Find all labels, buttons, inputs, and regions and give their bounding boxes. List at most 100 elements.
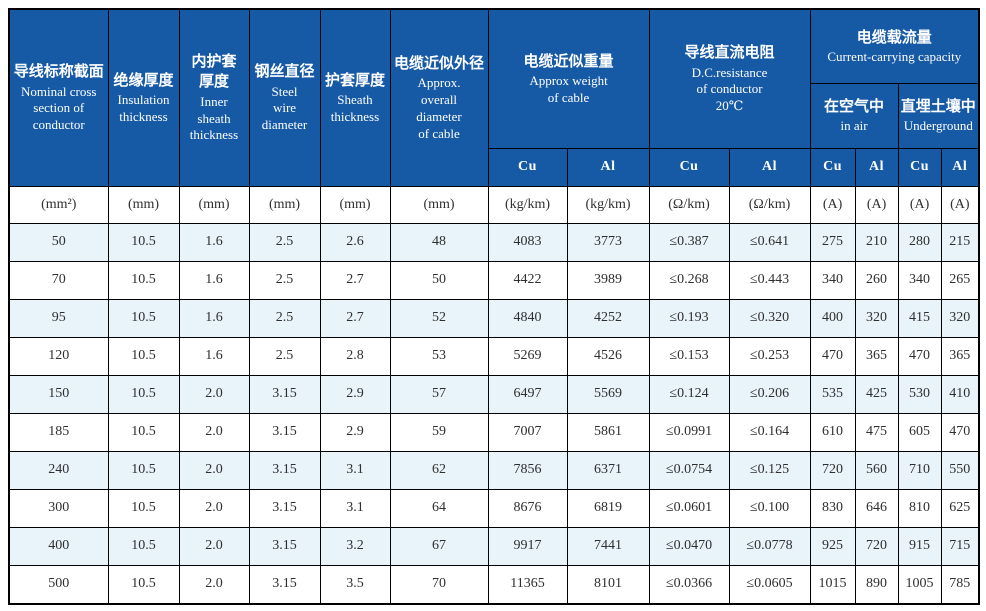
subgroup-header-underground: 直埋土壤中 Underground [897, 82, 980, 149]
data-cell: 120 [8, 336, 109, 376]
data-cell: 10.5 [107, 488, 180, 528]
data-cell: 210 [854, 222, 899, 262]
subgroup-underground-en: Underground [903, 118, 973, 134]
data-cell: 2.8 [319, 336, 391, 376]
data-cell: 340 [897, 260, 942, 300]
data-cell: 5861 [566, 412, 650, 452]
data-cell: 3.5 [319, 564, 391, 604]
data-cell: 3.1 [319, 450, 391, 490]
data-cell: 9917 [487, 526, 568, 566]
data-cell: 260 [854, 260, 899, 300]
data-cell: 10.5 [107, 222, 180, 262]
header-row-metals: Cu Al Cu Al Cu Al Cu Al [9, 147, 980, 187]
data-cell: 4252 [566, 298, 650, 338]
data-cell: 3773 [566, 222, 650, 262]
metal-header-resistance-cu: Cu [648, 147, 730, 187]
data-cell: ≤0.387 [648, 222, 730, 262]
data-cell: 6497 [487, 374, 568, 414]
unit-cell: (A) [940, 185, 980, 224]
data-cell: ≤0.153 [648, 336, 730, 376]
col-header-diameter-zh: 电缆近似外径 [393, 53, 484, 72]
data-cell: 240 [8, 450, 109, 490]
data-cell: 1015 [809, 564, 856, 604]
data-cell: 470 [809, 336, 856, 376]
data-cell: 53 [389, 336, 489, 376]
data-cell: 50 [8, 222, 109, 262]
data-cell: 2.5 [248, 222, 321, 262]
data-cell: 720 [854, 526, 899, 566]
data-cell: 2.5 [248, 298, 321, 338]
data-cell: 10.5 [107, 412, 180, 452]
data-cell: 64 [389, 488, 489, 528]
data-cell: 265 [940, 260, 980, 300]
data-cell: 425 [854, 374, 899, 414]
data-cell: ≤0.0754 [648, 450, 730, 490]
col-header-steel-wire-en: Steel wire diameter [261, 83, 308, 133]
table-row: 240 10.5 2.0 3.15 3.1 62 7856 6371 ≤0.0754 ≤0.125… [8, 450, 980, 490]
data-cell: 810 [897, 488, 942, 528]
data-cell: 11365 [487, 564, 568, 604]
subgroup-in-air-zh: 在空气中 [824, 96, 885, 115]
data-cell: 2.0 [178, 488, 250, 528]
data-cell: ≤0.0991 [648, 412, 730, 452]
col-header-nominal-zh: 导线标称截面 [13, 62, 104, 81]
table-row: 300 10.5 2.0 3.15 3.1 64 8676 6819 ≤0.0601 ≤0.100… [8, 488, 980, 528]
metal-header-underground-al: Al [940, 147, 980, 187]
unit-cell: (kg/km) [566, 185, 650, 224]
metal-header-air-cu: Cu [809, 147, 856, 187]
data-cell: 4840 [487, 298, 568, 338]
data-cell: 605 [897, 412, 942, 452]
unit-cell: (Ω/km) [648, 185, 730, 224]
data-cell: 3.15 [248, 526, 321, 566]
data-cell: 10.5 [107, 564, 180, 604]
data-cell: 400 [809, 298, 856, 338]
data-cell: 560 [854, 450, 899, 490]
data-cell: ≤0.253 [728, 336, 811, 376]
data-cell: ≤0.164 [728, 412, 811, 452]
data-cell: ≤0.0366 [648, 564, 730, 604]
data-cell: 1.6 [178, 336, 250, 376]
data-cell: 3.2 [319, 526, 391, 566]
col-header-sheath-zh: 护套厚度 [324, 70, 385, 89]
data-cell: 320 [854, 298, 899, 338]
col-header-insulation-thickness: 绝缘厚度 Insulation thickness [107, 8, 180, 187]
header-row-groups: 导线标称截面 Nominal cross section of conducto… [8, 8, 980, 187]
data-cell: 2.9 [319, 412, 391, 452]
unit-cell: (A) [854, 185, 899, 224]
data-cell: 4422 [487, 260, 568, 300]
metal-header-underground-cu: Cu [897, 147, 942, 187]
units-row: (mm²) (mm) (mm) (mm) (mm) (mm) (kg/km) (kg/km)(… [8, 185, 980, 224]
table-row: 50 10.5 1.6 2.5 2.6 48 4083 3773 ≤0.387 ≤0.641 275… [8, 222, 980, 262]
data-cell: 625 [940, 488, 980, 528]
data-cell: 925 [809, 526, 856, 566]
data-cell: ≤0.320 [728, 298, 811, 338]
data-cell: 95 [8, 298, 109, 338]
data-cell: 340 [809, 260, 856, 300]
data-cell: 7441 [566, 526, 650, 566]
col-header-sheath-en: Sheath thickness [330, 91, 380, 124]
data-cell: 70 [389, 564, 489, 604]
data-cell: ≤0.0601 [648, 488, 730, 528]
data-cell: ≤0.193 [648, 298, 730, 338]
data-cell: 400 [8, 526, 109, 566]
data-cell: 6819 [566, 488, 650, 528]
data-cell: 365 [940, 336, 980, 376]
data-cell: 2.7 [319, 260, 391, 300]
data-cell: 890 [854, 564, 899, 604]
data-cell: 4083 [487, 222, 568, 262]
data-cell: ≤0.268 [648, 260, 730, 300]
data-cell: 365 [854, 336, 899, 376]
data-cell: ≤0.641 [728, 222, 811, 262]
data-cell: 67 [389, 526, 489, 566]
data-cell: 5269 [487, 336, 568, 376]
data-cell: 2.0 [178, 564, 250, 604]
data-cell: 915 [897, 526, 942, 566]
data-cell: 7856 [487, 450, 568, 490]
data-cell: 720 [809, 450, 856, 490]
data-cell: 3.15 [248, 450, 321, 490]
table-body: (mm²) (mm) (mm) (mm) (mm) (mm) (kg/km) (kg/km)(… [8, 185, 980, 604]
data-cell: 10.5 [107, 450, 180, 490]
header-row-environment: 在空气中 in air 直埋土壤中 Underground [9, 82, 980, 149]
data-cell: 1.6 [178, 260, 250, 300]
cable-spec-table: 导线标称截面 Nominal cross section of conducto… [8, 8, 981, 605]
